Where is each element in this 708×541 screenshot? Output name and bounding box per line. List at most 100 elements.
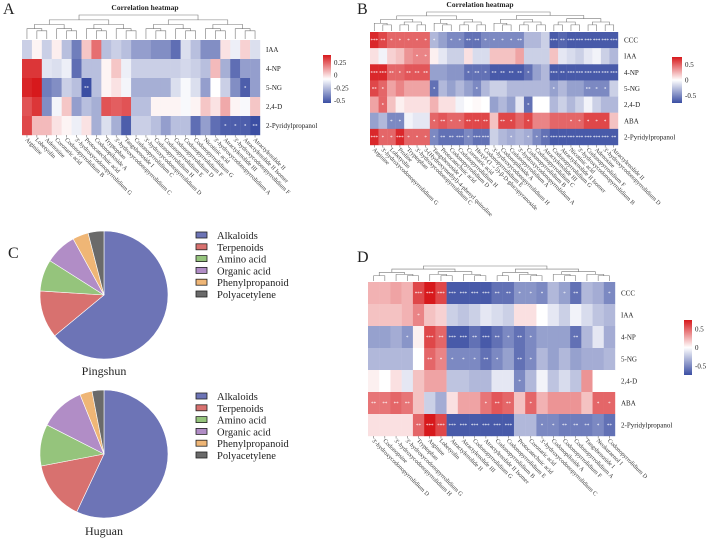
heatmap-cell <box>566 112 576 130</box>
significance-mark: ** <box>543 136 549 141</box>
heatmap-cell <box>121 40 132 60</box>
significance-mark: * <box>416 39 419 44</box>
heatmap-cell <box>170 116 181 136</box>
heatmap-title: Correlation heatmap <box>446 0 513 9</box>
dendrogram-branch <box>592 21 610 25</box>
heatmap-cell <box>378 48 388 65</box>
significance-mark: ** <box>449 136 455 141</box>
heatmap-cell <box>91 97 102 117</box>
heatmap-cell <box>412 282 425 305</box>
heatmap-cell <box>200 78 211 98</box>
heatmap-cell <box>190 40 201 60</box>
panel-letter: D <box>357 249 369 266</box>
heatmap-cell <box>457 392 470 415</box>
significance-mark: ** <box>573 292 579 297</box>
dendrogram-branch <box>519 24 529 31</box>
heatmap-cell <box>401 326 414 349</box>
heatmap-cell <box>424 414 436 437</box>
heatmap-cell <box>523 32 533 49</box>
heatmap-cell <box>387 96 396 113</box>
heatmap-cell <box>469 370 481 393</box>
heatmap-cell <box>575 32 584 49</box>
significance-mark: * <box>595 88 598 93</box>
heatmap-cell <box>170 97 181 117</box>
heatmap-cell <box>61 78 72 98</box>
heatmap-cell <box>570 304 582 327</box>
significance-mark: * <box>467 71 470 76</box>
heatmap-cell <box>455 32 465 49</box>
dendrogram-branch <box>500 19 533 24</box>
heatmap-cell <box>435 414 447 437</box>
heatmap-cell <box>558 370 571 393</box>
significance-mark: ** <box>371 402 377 407</box>
heatmap-cell <box>412 80 422 97</box>
heatmap-cell <box>558 282 571 305</box>
heatmap-cell <box>455 80 465 97</box>
significance-mark: * <box>597 424 600 429</box>
heatmap-cell <box>489 80 499 97</box>
heatmap-cell <box>446 282 459 305</box>
heatmap-cell <box>523 64 533 81</box>
heatmap-cell <box>412 326 425 349</box>
heatmap-cell <box>469 326 481 349</box>
dendrogram-branch <box>587 24 597 31</box>
significance-mark: * <box>407 136 410 141</box>
heatmap-cell <box>480 348 492 371</box>
heatmap-cell <box>523 128 533 146</box>
heatmap-cell <box>71 78 82 98</box>
significance-mark: ** <box>517 39 523 44</box>
significance-mark: *** <box>396 136 404 141</box>
dendrogram-branch <box>561 271 596 275</box>
heatmap-cell <box>41 97 52 117</box>
heatmap-cell <box>81 116 92 136</box>
significance-mark: * <box>595 120 598 125</box>
heatmap-cell <box>575 128 584 146</box>
significance-mark: *** <box>576 136 584 141</box>
heatmap-cell <box>480 282 492 305</box>
significance-mark: * <box>518 292 521 297</box>
heatmap-cell <box>581 392 593 415</box>
color-scale-tick: 0.5 <box>685 61 694 69</box>
heatmap-cell <box>506 112 516 130</box>
heatmap-cell <box>91 116 102 136</box>
heatmap-cell <box>395 112 405 130</box>
significance-mark: ** <box>573 336 579 341</box>
significance-mark: ** <box>466 39 472 44</box>
heatmap-cell <box>481 48 490 65</box>
heatmap-cell <box>609 112 619 130</box>
significance-mark: * <box>424 55 427 60</box>
heatmap-cell <box>558 64 567 81</box>
heatmap-cell <box>489 128 499 146</box>
heatmap-cell <box>435 348 447 371</box>
significance-mark: *** <box>593 136 601 141</box>
heatmap-cell <box>547 326 560 349</box>
panel-letter: A <box>3 1 15 18</box>
heatmap-cell <box>541 32 550 49</box>
dendrogram-branch <box>459 24 469 31</box>
dendrogram-branch <box>155 30 167 39</box>
significance-mark: *** <box>493 424 501 429</box>
heatmap-cell <box>515 48 525 65</box>
heatmap-cell <box>515 64 525 81</box>
heatmap-cell <box>51 116 62 136</box>
significance-mark: *** <box>567 136 575 141</box>
row-label: CCC <box>624 37 638 45</box>
heatmap-cell <box>370 80 379 97</box>
heatmap-cell <box>81 59 92 79</box>
dendrogram-branch <box>476 24 486 31</box>
heatmap-cell <box>536 282 548 305</box>
heatmap-cell <box>481 80 490 97</box>
heatmap-cell <box>592 414 604 437</box>
significance-mark: * <box>518 380 521 385</box>
heatmap-cell <box>31 116 43 136</box>
heatmap-cell <box>250 59 261 79</box>
column-dendrogram <box>373 265 610 281</box>
heatmap-cell <box>506 32 516 49</box>
dendrogram-branch <box>406 275 419 281</box>
heatmap-cell <box>412 32 422 49</box>
heatmap-cell <box>180 78 191 98</box>
heatmap-cell <box>525 348 537 371</box>
heatmap-cell <box>592 348 604 371</box>
significance-mark: ** <box>573 424 579 429</box>
